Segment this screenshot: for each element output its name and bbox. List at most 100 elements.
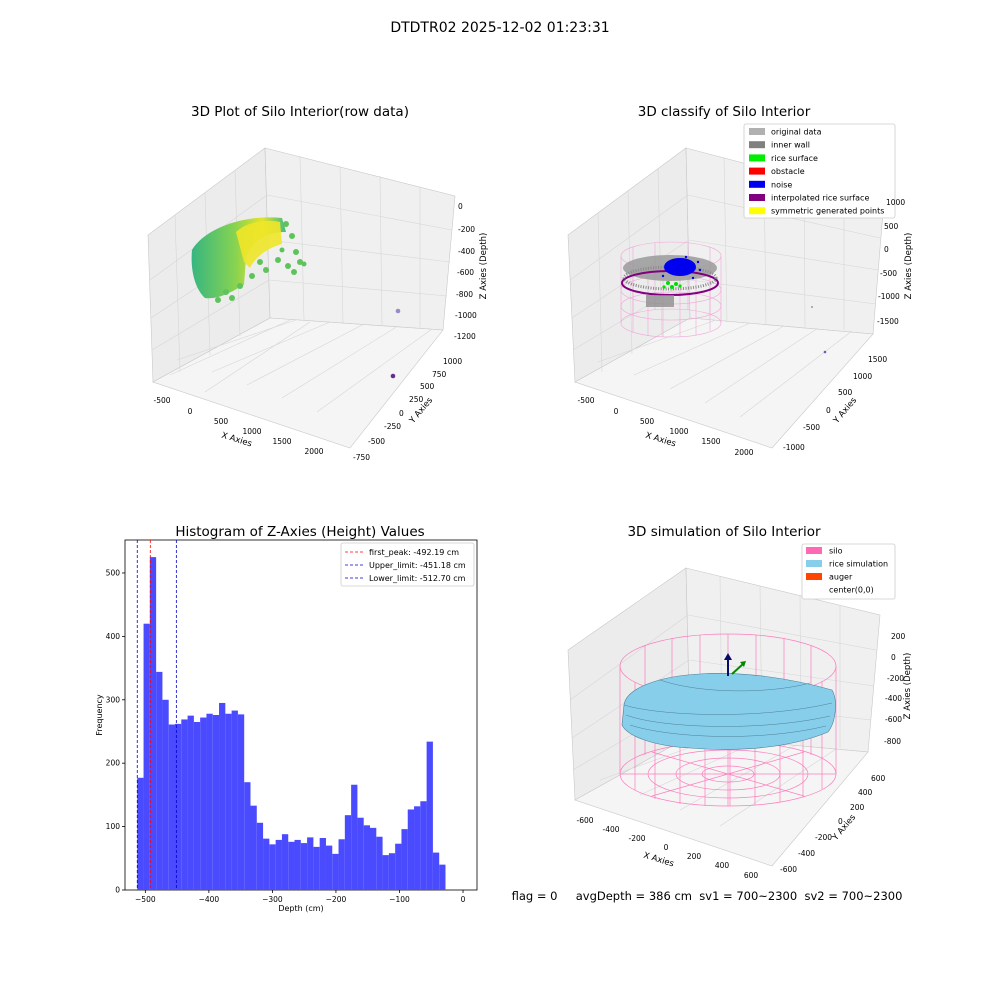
raw-x-tick: 0 bbox=[188, 407, 193, 416]
histogram-bars bbox=[137, 557, 446, 890]
simulation-z-tick: -400 bbox=[885, 694, 902, 703]
classify-z-tick: 500 bbox=[884, 222, 899, 231]
histogram-bar bbox=[382, 855, 389, 890]
simulation-y-label: Y Axies bbox=[830, 812, 858, 843]
simulation-x-tick: -400 bbox=[602, 825, 619, 834]
classify-legend-label: original data bbox=[771, 128, 822, 137]
histogram-bar bbox=[212, 715, 220, 890]
raw-y-tick: 250 bbox=[409, 395, 424, 404]
histogram-bar bbox=[407, 809, 415, 890]
simulation-y-tick: 200 bbox=[850, 803, 865, 812]
histogram-bar bbox=[256, 822, 264, 890]
histogram-bar bbox=[250, 805, 257, 890]
histogram-bar bbox=[200, 717, 207, 890]
histogram-bar bbox=[388, 853, 396, 890]
raw-x-tick: 1500 bbox=[272, 437, 291, 446]
histogram-bar bbox=[307, 837, 314, 890]
simulation-y-tick: 400 bbox=[858, 788, 873, 797]
raw-y-ticks: -750 -500 -250 0 250 500 750 1000 bbox=[353, 357, 462, 462]
histogram-bar bbox=[244, 782, 251, 890]
histogram-bar bbox=[414, 806, 421, 890]
classify-x-tick: 500 bbox=[640, 417, 655, 426]
histogram-bar bbox=[175, 723, 182, 890]
simulation-x-tick: 400 bbox=[715, 861, 730, 870]
simulation-y-tick: -400 bbox=[798, 849, 815, 858]
simulation-legend-swatch bbox=[806, 560, 822, 567]
simulation-z-tick: -800 bbox=[884, 737, 901, 746]
simulation-y-tick: -200 bbox=[815, 833, 832, 842]
classify-legend-label: inner wall bbox=[771, 141, 810, 150]
classify-legend-label: interpolated rice surface bbox=[771, 194, 869, 203]
simulation-y-tick: -600 bbox=[780, 865, 797, 874]
histogram-bar bbox=[332, 853, 339, 890]
histogram-bar bbox=[168, 724, 176, 890]
figure-suptitle: DTDTR02 2025-12-02 01:23:31 bbox=[390, 20, 609, 36]
histogram-bar bbox=[325, 845, 333, 890]
simulation-x-tick: 600 bbox=[744, 871, 759, 880]
classify-z-ticks: 1000 500 0 -500 -1000 -1500 bbox=[877, 198, 905, 326]
histogram-bar bbox=[206, 713, 213, 890]
classify-y-tick: 1000 bbox=[853, 372, 872, 381]
classify-legend-label: obstacle bbox=[771, 167, 805, 176]
histogram-bar bbox=[263, 838, 270, 890]
histogram-x-tick-label: −500 bbox=[135, 895, 156, 904]
simulation-rice-surface bbox=[621, 673, 836, 750]
histogram-bar bbox=[357, 817, 364, 890]
histogram-bar bbox=[439, 864, 446, 890]
histogram-bar bbox=[162, 699, 169, 890]
histogram-bar bbox=[370, 827, 377, 890]
histogram-x-label: Depth (cm) bbox=[278, 904, 323, 913]
histogram-bar bbox=[269, 844, 276, 890]
simulation-legend-label: silo bbox=[829, 547, 843, 556]
histogram-bar bbox=[187, 715, 194, 890]
histogram-bar bbox=[288, 841, 295, 890]
classify-y-tick: 500 bbox=[838, 388, 853, 397]
classify-legend-swatch bbox=[749, 154, 765, 162]
simulation-legend-label: rice simulation bbox=[829, 560, 888, 569]
histogram-bar bbox=[344, 815, 352, 890]
simulation-y-tick: 0 bbox=[838, 817, 843, 826]
classify-x-tick: -500 bbox=[577, 396, 594, 405]
histogram-y-tick-label: 500 bbox=[106, 568, 121, 577]
classify-y-tick: 1500 bbox=[868, 355, 887, 364]
classify-legend: original data inner wall rice surface obsta… bbox=[743, 123, 896, 219]
classify-z-tick: -1500 bbox=[877, 317, 899, 326]
classify-z-tick: -1000 bbox=[878, 292, 900, 301]
histogram-bar bbox=[395, 843, 402, 890]
histogram-bar bbox=[193, 721, 201, 890]
simulation-x-label: X Axies bbox=[642, 851, 675, 870]
simulation-x-tick: -600 bbox=[576, 816, 593, 825]
simulation-x-tick: 200 bbox=[687, 852, 702, 861]
classify-z-label: Z Axies (Depth) bbox=[904, 233, 914, 300]
raw-z-tick: -400 bbox=[458, 247, 475, 256]
histogram-bar bbox=[363, 825, 371, 890]
raw-x-tick: -500 bbox=[153, 396, 170, 405]
simulation-legend-swatch bbox=[806, 547, 822, 554]
histogram-legend-label: Lower_limit: -512.70 cm bbox=[369, 574, 466, 583]
histogram-bar bbox=[420, 801, 427, 890]
histogram-bar bbox=[143, 623, 150, 890]
simulation-x-ticks: -600 -400 -200 0 200 400 600 bbox=[576, 816, 758, 880]
simulation-x-tick: 0 bbox=[664, 843, 669, 852]
classify-z-tick: -500 bbox=[880, 269, 897, 278]
histogram-bar bbox=[231, 710, 238, 890]
histogram-y-tick-label: 400 bbox=[106, 632, 121, 641]
classify-panel-title: 3D classify of Silo Interior bbox=[638, 104, 811, 120]
histogram-y-ticks: 0 100 200 300 400 500 bbox=[106, 568, 125, 895]
raw-z-tick: -200 bbox=[458, 225, 475, 234]
raw-y-tick: 750 bbox=[432, 370, 447, 379]
classify-y-tick: -500 bbox=[803, 423, 820, 432]
histogram-bar bbox=[426, 741, 433, 890]
histogram-x-tick-label: 0 bbox=[461, 895, 466, 904]
simulation-y-tick: 600 bbox=[871, 774, 886, 783]
classify-legend-swatch bbox=[749, 194, 765, 201]
histogram-bar bbox=[294, 839, 301, 890]
histogram-reference-lines bbox=[136, 540, 177, 890]
classify-x-ticks: -500 0 500 1000 1500 2000 bbox=[577, 396, 753, 457]
panel-classify-3d: 3D classify of Silo Interior bbox=[567, 104, 914, 457]
classify-axes-box bbox=[567, 147, 885, 449]
histogram-legend: first_peak: -492.19 cm Upper_limit: -451.… bbox=[340, 542, 475, 587]
histogram-bar bbox=[156, 671, 163, 890]
raw-z-tick: -600 bbox=[457, 268, 474, 277]
histogram-y-label: Frequency bbox=[95, 694, 104, 736]
